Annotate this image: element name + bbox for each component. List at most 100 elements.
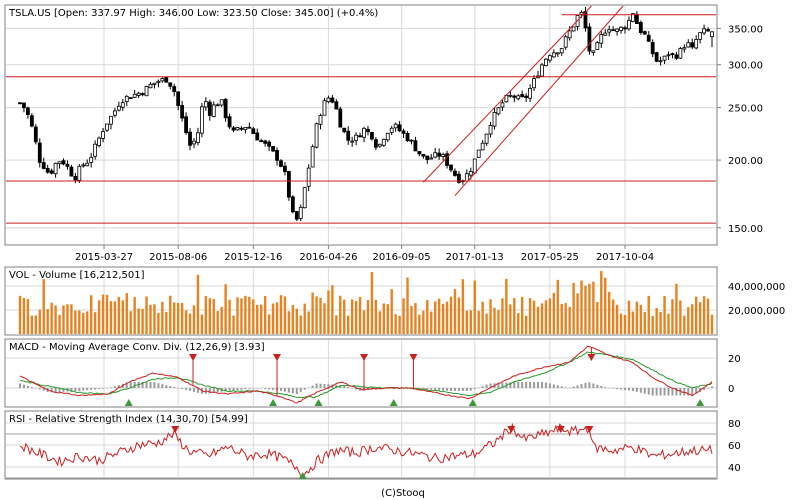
volume-bar <box>501 298 504 334</box>
macd-histogram-bar <box>422 388 425 390</box>
candle-up-body <box>682 47 687 50</box>
macd-histogram-bar <box>604 387 607 388</box>
candle-down-body <box>283 165 287 173</box>
price-x-tick-label: 2017-10-04 <box>596 252 654 263</box>
macd-histogram-bar <box>501 382 504 388</box>
candle-up-body <box>152 82 157 85</box>
macd-histogram-bar <box>418 388 421 389</box>
price-candles <box>18 6 714 222</box>
candle-up-body <box>559 48 564 54</box>
candle-down-body <box>634 13 639 25</box>
volume-bar <box>212 299 215 334</box>
volume-y-tick-label: 20,000,000 <box>728 306 785 317</box>
candle-down-body <box>670 53 675 55</box>
macd-histogram-bar <box>635 388 638 392</box>
candle-down-body <box>239 127 244 130</box>
volume-bar <box>615 304 619 334</box>
macd-histogram-bar <box>208 388 211 394</box>
volume-bar <box>220 306 223 334</box>
macd-histogram-bar <box>469 388 472 391</box>
macd-histogram-bar <box>556 385 559 388</box>
buy-marker-icon <box>124 399 133 406</box>
trend-channel-line <box>454 5 624 196</box>
volume-bar <box>627 300 631 334</box>
candle-down-body <box>611 29 616 32</box>
trend-channel-line <box>422 5 592 183</box>
price-y-tick-label: 200.00 <box>728 156 763 167</box>
macd-histogram-bar <box>552 384 555 388</box>
volume-bar <box>418 314 421 334</box>
volume-bar <box>169 295 172 334</box>
macd-histogram-bar <box>647 388 650 395</box>
volume-bar <box>117 296 121 334</box>
macd-histogram-bar <box>42 388 45 391</box>
macd-histogram-bar <box>323 383 326 388</box>
macd-histogram-bar <box>485 384 488 388</box>
macd-histogram-bar <box>315 383 318 388</box>
volume-bar <box>263 295 267 334</box>
volume-bar <box>643 312 646 334</box>
candle-up-body <box>571 26 576 32</box>
volume-bar <box>528 298 532 334</box>
candle-down-body <box>184 116 188 134</box>
candle-down-body <box>180 105 185 119</box>
volume-bar <box>687 307 690 334</box>
macd-histogram-bar <box>560 386 563 388</box>
price-x-tick-label: 2015-03-27 <box>75 252 133 263</box>
candle-down-body <box>646 34 651 42</box>
candle-up-body <box>603 32 608 36</box>
volume-bar <box>335 315 338 334</box>
volume-bar <box>437 298 441 334</box>
volume-bar <box>691 304 694 334</box>
volume-bar <box>358 296 362 334</box>
volume-bar <box>497 310 500 334</box>
buy-marker-icon <box>696 399 705 406</box>
sell-marker-icon <box>556 426 565 433</box>
sell-marker-icon <box>585 426 594 433</box>
macd-histogram-bar <box>98 388 101 389</box>
candle-down-body <box>168 82 173 87</box>
volume-bar <box>394 314 397 334</box>
macd-histogram-bar <box>430 388 433 390</box>
volume-bar <box>236 297 239 334</box>
candle-down-body <box>215 104 220 107</box>
volume-bar <box>196 274 200 334</box>
macd-histogram-bar <box>260 388 263 389</box>
macd-histogram-bar <box>30 387 33 388</box>
sell-marker-icon <box>273 354 282 361</box>
volume-bar <box>366 300 370 334</box>
candle-up-body <box>322 100 327 116</box>
macd-histogram-bar <box>537 382 540 388</box>
candle-down-body <box>247 126 252 129</box>
candle-down-body <box>223 98 228 119</box>
rsi-y-ticks: 40 60 80 <box>728 419 741 474</box>
candle-up-body <box>619 26 623 31</box>
macd-histogram-bar <box>216 388 219 393</box>
volume-bar <box>406 277 409 334</box>
candle-down-body <box>437 152 442 157</box>
macd-histogram-bar <box>576 385 579 388</box>
price-levels <box>6 5 716 224</box>
macd-histogram-bar <box>707 388 710 389</box>
macd-histogram-bar <box>319 383 322 388</box>
candle-up-body <box>160 78 165 82</box>
candle-up-body <box>144 86 149 97</box>
candle-up-body <box>318 115 323 125</box>
volume-bar <box>200 314 204 334</box>
candle-down-body <box>255 132 260 141</box>
volume-bars <box>18 271 714 334</box>
macd-histogram-bar <box>461 388 464 391</box>
rsi-header: RSI - Relative Strength Index (14,30,70)… <box>9 414 248 425</box>
candle-down-body <box>207 101 212 116</box>
candle-up-body <box>306 167 311 187</box>
price-y-ticks: 150.00 200.00 250.00 300.00 350.00 <box>728 24 763 234</box>
candle-down-body <box>267 141 272 147</box>
macd-histogram-bar <box>529 382 532 388</box>
candle-down-body <box>690 42 695 48</box>
volume-bar <box>449 296 453 334</box>
buy-marker-icon <box>389 399 398 406</box>
buy-marker-icon <box>314 399 323 406</box>
macd-histogram-bar <box>473 388 476 390</box>
macd-histogram-bar <box>643 388 646 394</box>
candle-up-body <box>354 134 359 141</box>
